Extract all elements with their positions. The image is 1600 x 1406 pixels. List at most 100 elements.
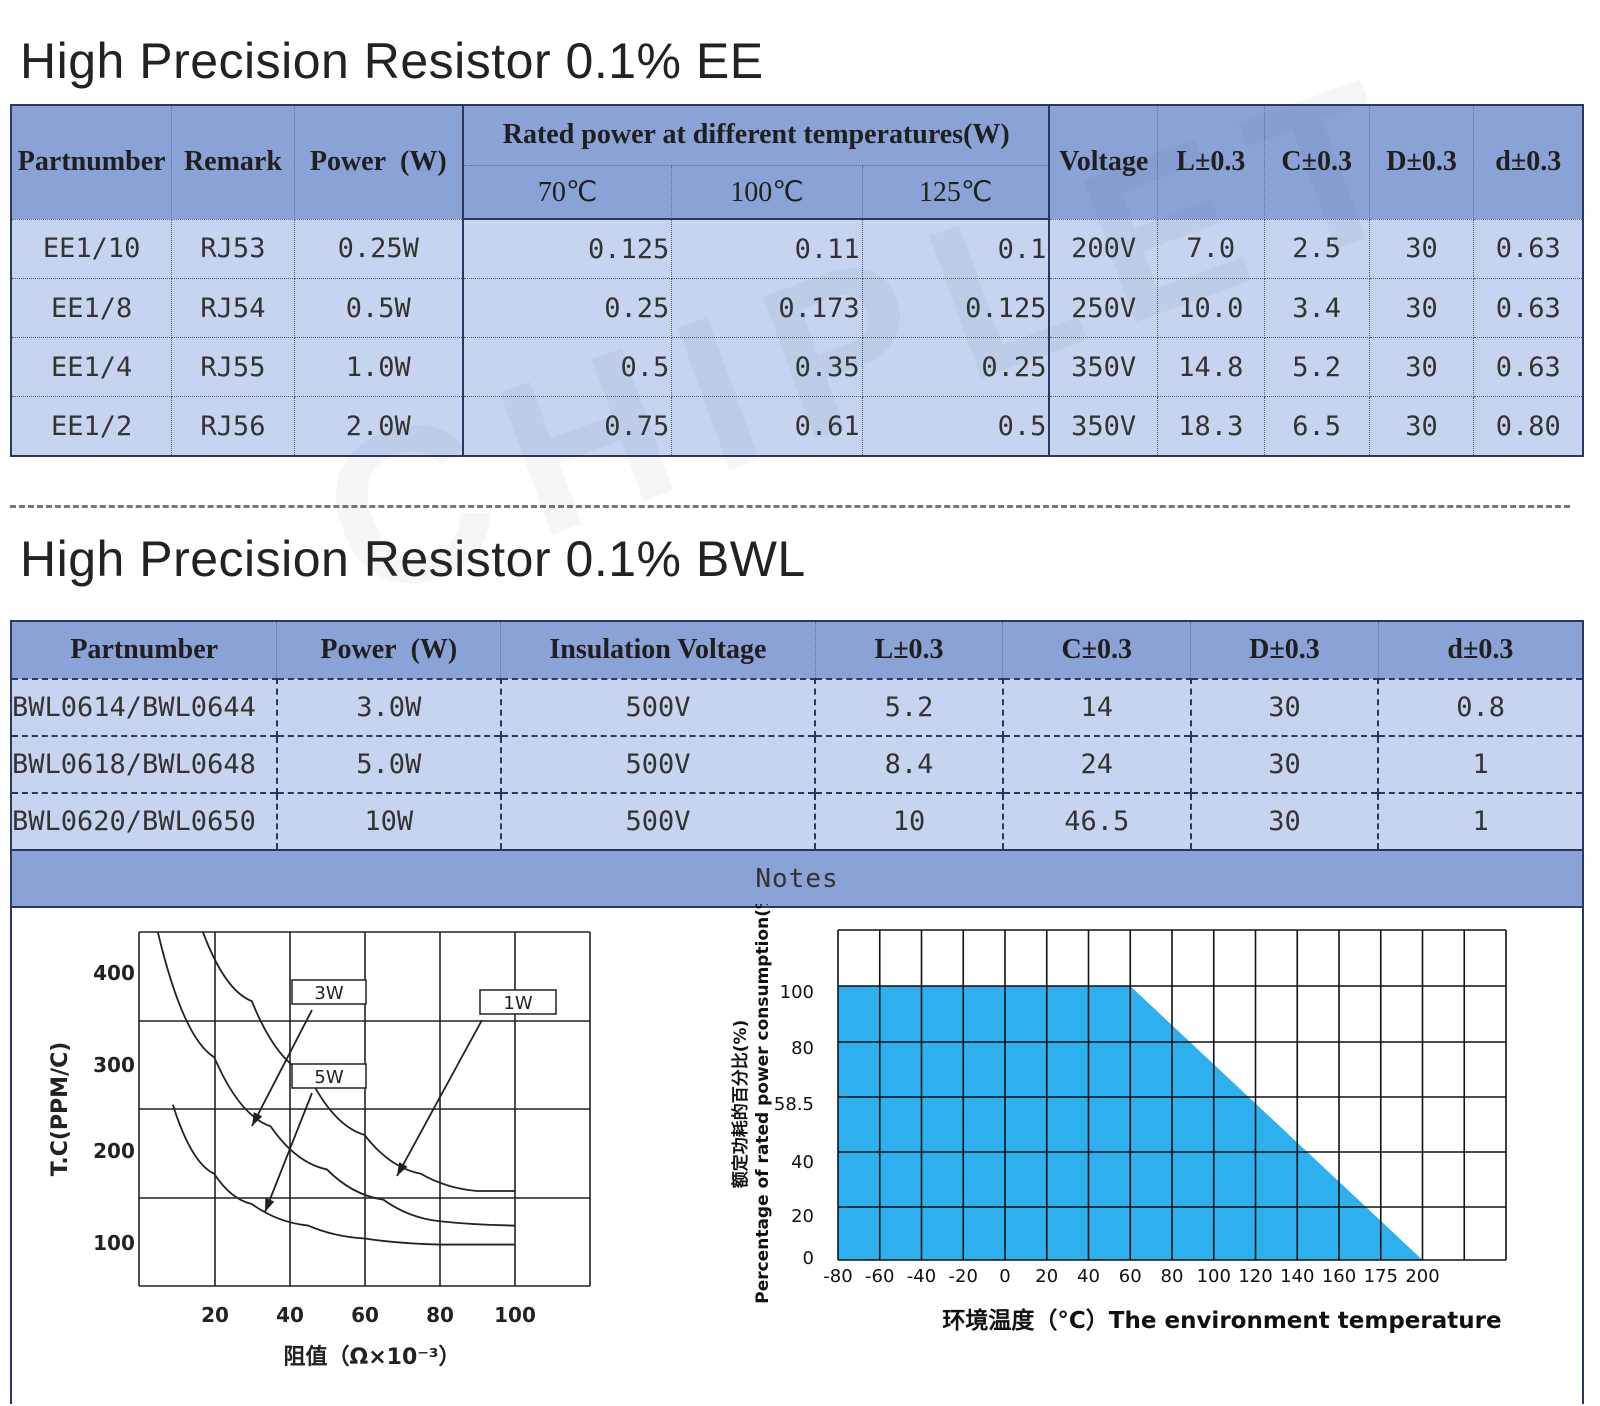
x-tick-label: 20	[201, 1303, 229, 1327]
d-cell: 0.80	[1473, 396, 1584, 457]
y-axis-label-cn: 额定功耗的百分比(%)	[730, 1020, 751, 1189]
arrow-head	[252, 1112, 263, 1126]
col-C: C±0.3	[1002, 621, 1192, 679]
series-label-box	[291, 1063, 367, 1089]
y-tick-label: 0	[803, 1248, 814, 1269]
voltage-cell: 200V	[1049, 219, 1158, 279]
x-axis-label: 环境温度（°C）The environment temperature	[942, 1307, 1501, 1334]
ee-spec-table: Partnumber Remark Power (W) Rated power …	[10, 104, 1584, 457]
voltage-cell: 500V	[500, 678, 817, 736]
col-L: L±0.3	[815, 621, 1004, 679]
y-tick-label: 58.5	[774, 1094, 814, 1115]
x-tick-label: -60	[865, 1266, 894, 1287]
col-power: Power (W)	[276, 621, 502, 679]
x-tick-label: -20	[949, 1266, 978, 1287]
x-tick-label: 160	[1322, 1266, 1356, 1287]
D-cell: 30	[1369, 396, 1475, 457]
D-cell: 30	[1369, 337, 1475, 397]
p70-cell: 0.125	[463, 219, 673, 279]
table-row: BWL0618/BWL0648 5.0W 500V 8.4 24 30 1	[11, 735, 1583, 793]
x-tick-label: 40	[1077, 1266, 1100, 1287]
d-cell: 0.63	[1473, 337, 1584, 397]
x-tick-label: 120	[1238, 1266, 1272, 1287]
voltage-cell: 350V	[1049, 396, 1158, 457]
col-partnumber: Partnumber	[11, 621, 278, 679]
table-row: EE1/8 RJ54 0.5W 0.25 0.173 0.125 250V 10…	[11, 278, 1584, 338]
partnumber-cell: BWL0614/BWL0644	[11, 678, 278, 736]
notes-charts-panel: 3W 1W 5W 20 40 60 80 100 100 200 300 400 阻值（Ω×10⁻³） T…	[10, 904, 1584, 1404]
series-curve-1W	[202, 932, 515, 1192]
col-d: d±0.3	[1378, 621, 1583, 679]
col-125c: 125℃	[862, 165, 1051, 220]
partnumber-cell: BWL0618/BWL0648	[11, 735, 278, 793]
col-insulation-voltage: Insulation Voltage	[500, 621, 816, 679]
x-tick-label: -80	[823, 1266, 852, 1287]
D-cell: 30	[1369, 219, 1475, 279]
tc-resistance-chart: 3W 1W 5W 20 40 60 80 100 100 200 300 400 阻值（Ω×10⁻³） T…	[48, 931, 591, 1370]
x-tick-label: 40	[276, 1303, 304, 1327]
L-cell: 18.3	[1157, 396, 1265, 457]
L-cell: 10.0	[1157, 278, 1265, 338]
power-derating-chart: -80 -60 -40 -20 0 20 40 60 80 100 120 140 160 175 200 0…	[730, 904, 1507, 1334]
power-cell: 10W	[276, 792, 502, 850]
series-label-3W: 3W	[314, 983, 343, 1004]
power-cell: 5.0W	[276, 735, 502, 793]
x-axis-label: 阻值（Ω×10⁻³）	[284, 1344, 461, 1370]
C-cell: 2.5	[1264, 219, 1370, 279]
partnumber-cell: EE1/10	[11, 219, 173, 279]
x-tick-label: 175	[1364, 1266, 1398, 1287]
p100-cell: 0.61	[671, 396, 863, 457]
y-tick-label: 20	[791, 1206, 814, 1227]
y-tick-label: 400	[93, 961, 135, 985]
C-cell: 14	[1002, 678, 1192, 736]
table-row: BWL0620/BWL0650 10W 500V 10 46.5 30 1	[11, 792, 1583, 850]
arrow-head	[265, 1198, 275, 1212]
x-tick-label: 20	[1035, 1266, 1058, 1287]
d-cell: 1	[1378, 735, 1583, 793]
notes-header: Notes	[11, 849, 1583, 907]
partnumber-cell: EE1/4	[11, 337, 173, 397]
L-cell: 10	[815, 792, 1004, 850]
series-curve-3W	[156, 932, 515, 1227]
D-cell: 30	[1190, 678, 1380, 736]
x-tick-label: 140	[1280, 1266, 1314, 1287]
col-voltage: Voltage	[1049, 105, 1158, 220]
L-cell: 8.4	[815, 735, 1004, 793]
bwl-spec-table: Partnumber Power (W) Insulation Voltage …	[10, 620, 1584, 908]
series-label-5W: 5W	[314, 1067, 343, 1088]
bwl-section-title: High Precision Resistor 0.1% BWL	[20, 531, 806, 587]
series-label-box	[291, 979, 367, 1005]
partnumber-cell: BWL0620/BWL0650	[11, 792, 278, 850]
C-cell: 3.4	[1264, 278, 1370, 338]
series-curve-5W	[171, 1104, 515, 1246]
C-cell: 46.5	[1002, 792, 1192, 850]
x-tick-label: 80	[1161, 1266, 1184, 1287]
D-cell: 30	[1369, 278, 1475, 338]
voltage-cell: 500V	[500, 792, 817, 850]
p100-cell: 0.11	[671, 219, 863, 279]
x-tick-label: 100	[494, 1303, 536, 1327]
power-cell: 1.0W	[294, 337, 465, 397]
x-tick-label: 100	[1197, 1266, 1231, 1287]
power-cell: 0.5W	[294, 278, 465, 338]
ee-section-title: High Precision Resistor 0.1% EE	[20, 33, 764, 89]
L-cell: 5.2	[815, 678, 1004, 736]
x-tick-label: 200	[1405, 1266, 1439, 1287]
p100-cell: 0.35	[671, 337, 863, 397]
col-L: L±0.3	[1157, 105, 1265, 220]
table-row: BWL0614/BWL0644 3.0W 500V 5.2 14 30 0.8	[11, 678, 1583, 736]
table-row: EE1/4 RJ55 1.0W 0.5 0.35 0.25 350V 14.8 …	[11, 337, 1584, 397]
D-cell: 30	[1190, 735, 1380, 793]
x-tick-label: -40	[907, 1266, 936, 1287]
y-tick-label: 100	[780, 982, 814, 1003]
x-tick-label: 0	[999, 1266, 1010, 1287]
C-cell: 5.2	[1264, 337, 1370, 397]
D-cell: 30	[1190, 792, 1380, 850]
col-70c: 70℃	[463, 165, 673, 220]
p70-cell: 0.25	[463, 278, 673, 338]
d-cell: 1	[1378, 792, 1583, 850]
table-row: EE1/10 RJ53 0.25W 0.125 0.11 0.1 200V 7.…	[11, 219, 1584, 279]
series-arrow	[264, 1092, 313, 1213]
col-rated-power: Rated power at different temperatures(W)	[463, 105, 1051, 166]
d-cell: 0.63	[1473, 278, 1584, 338]
